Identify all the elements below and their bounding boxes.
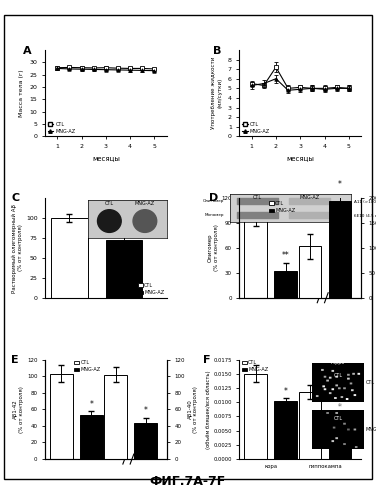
Text: A: A <box>23 45 32 55</box>
Y-axis label: (объём бляшек/вся область): (объём бляшек/вся область) <box>206 370 211 449</box>
Y-axis label: Олигомер
(% от контроля): Олигомер (% от контроля) <box>208 225 218 271</box>
Bar <box>51 218 88 298</box>
Legend: CTL, MNG-AZ: CTL, MNG-AZ <box>138 283 164 295</box>
Legend: CTL, MNG-AZ: CTL, MNG-AZ <box>47 122 76 134</box>
Legend: CTL, MNG-AZ: CTL, MNG-AZ <box>269 201 295 213</box>
Text: D: D <box>209 193 218 203</box>
Bar <box>329 201 351 298</box>
Text: *: * <box>284 387 288 396</box>
Text: E: E <box>11 355 19 365</box>
Legend: CTL, MNG-AZ: CTL, MNG-AZ <box>242 122 270 134</box>
Bar <box>134 424 157 459</box>
Text: **: ** <box>282 250 290 259</box>
Text: *: * <box>122 224 126 233</box>
Legend: CTL, MNG-AZ: CTL, MNG-AZ <box>242 360 268 372</box>
Text: ФИГ.7А-7F: ФИГ.7А-7F <box>150 475 226 488</box>
Bar <box>50 374 73 459</box>
Bar <box>274 401 297 459</box>
Text: F: F <box>203 355 211 365</box>
Y-axis label: Растворимый олигомерный Aβ
(% от контроля): Растворимый олигомерный Aβ (% от контрол… <box>12 204 23 292</box>
Bar <box>299 247 321 298</box>
Bar <box>274 271 297 298</box>
Y-axis label: Масса тела (г): Масса тела (г) <box>19 69 24 117</box>
Y-axis label: Aβ1-40
(% от контроля): Aβ1-40 (% от контроля) <box>188 386 198 433</box>
Legend: CTL, MNG-AZ: CTL, MNG-AZ <box>74 360 101 372</box>
X-axis label: месяцы: месяцы <box>286 155 314 161</box>
Y-axis label: Aβ1-42
(% от контроля): Aβ1-42 (% от контроля) <box>14 386 24 433</box>
Bar <box>106 241 142 298</box>
Text: *: * <box>338 403 342 412</box>
Bar <box>104 375 127 459</box>
Text: C: C <box>11 193 19 203</box>
Text: *: * <box>338 180 342 189</box>
Bar <box>329 418 351 459</box>
Y-axis label: Употребление жидкости
(мл/сутки): Употребление жидкости (мл/сутки) <box>211 57 222 129</box>
Bar <box>244 374 267 459</box>
X-axis label: месяцы: месяцы <box>92 155 120 161</box>
Text: *: * <box>144 406 147 415</box>
Bar <box>299 392 321 459</box>
Text: B: B <box>213 45 221 55</box>
Bar <box>244 219 267 298</box>
Text: *: * <box>89 400 93 409</box>
Bar <box>80 415 103 459</box>
